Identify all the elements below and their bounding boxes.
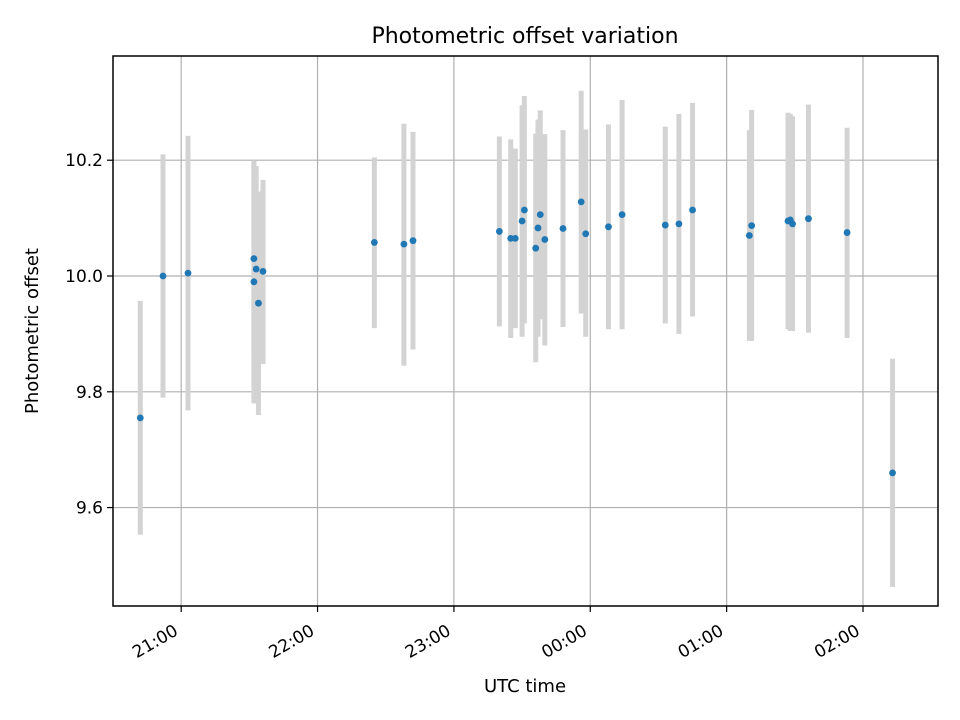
y-tick-label: 9.6 <box>76 499 103 519</box>
data-point <box>159 272 167 280</box>
data-point <box>889 469 896 477</box>
y-tick-label: 9.8 <box>76 383 103 403</box>
data-point <box>518 217 526 225</box>
data-point <box>675 220 683 228</box>
data-point <box>250 255 258 263</box>
data-point <box>577 198 585 206</box>
plot-frame <box>112 55 939 607</box>
data-point <box>559 225 567 232</box>
y-axis-label: Photometric offset <box>22 248 43 414</box>
data-point <box>745 232 753 239</box>
data-point <box>255 299 262 307</box>
data-point <box>805 215 812 223</box>
data-point <box>370 239 378 246</box>
x-tick-label: 01:00 <box>675 621 727 663</box>
data-point <box>618 211 626 219</box>
data-points <box>136 198 896 477</box>
data-point <box>689 206 696 214</box>
data-point <box>409 237 417 245</box>
data-point <box>748 222 756 230</box>
axis-ticks: 21:00 22:00 23:00 00:00 01:00 02:00 9.6 9.8 10.0… <box>65 151 864 663</box>
x-tick-label: 21:00 <box>129 621 181 663</box>
x-tick-label: 22:00 <box>266 621 318 663</box>
data-point <box>532 244 540 252</box>
data-point <box>520 206 528 214</box>
data-point <box>400 240 408 248</box>
y-tick-label: 10.0 <box>65 267 103 287</box>
x-axis-label: UTC time <box>484 676 566 697</box>
data-point <box>259 267 267 275</box>
data-point <box>661 221 669 229</box>
x-tick-label: 23:00 <box>402 621 454 663</box>
data-point <box>250 278 258 286</box>
data-point <box>534 224 542 232</box>
data-point <box>184 269 192 277</box>
data-point <box>495 228 503 235</box>
y-tick-label: 10.2 <box>65 151 103 171</box>
x-tick-label: 02:00 <box>811 621 863 663</box>
error-bars <box>137 90 896 587</box>
data-point <box>252 265 260 273</box>
data-point <box>843 229 851 236</box>
chart-title: Photometric offset variation <box>371 24 678 49</box>
x-tick-label: 00:00 <box>538 621 590 663</box>
data-point <box>605 223 612 231</box>
data-point <box>789 220 796 228</box>
data-point <box>536 211 544 219</box>
data-point <box>511 234 519 242</box>
data-point <box>541 236 549 243</box>
data-point <box>136 414 144 422</box>
data-point <box>582 230 590 238</box>
